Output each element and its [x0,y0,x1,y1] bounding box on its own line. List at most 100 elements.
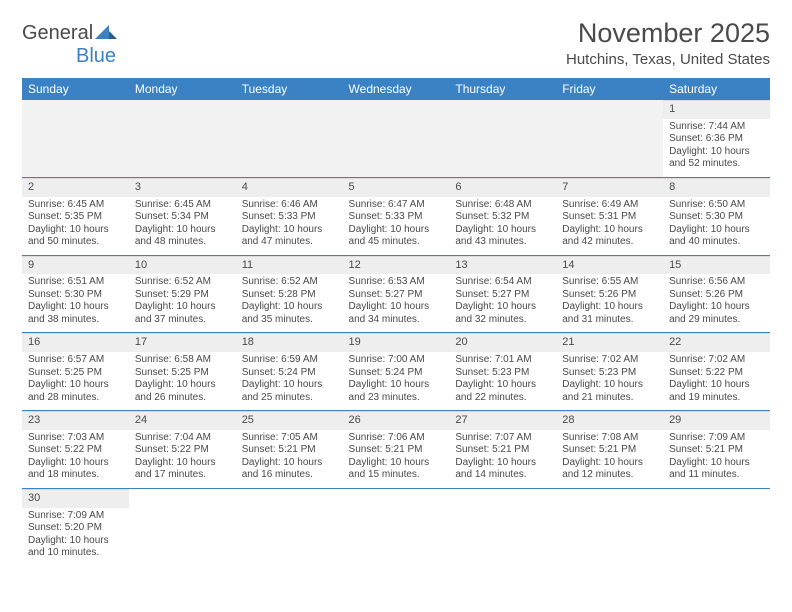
sunset-text: Sunset: 5:31 PM [562,211,657,224]
calendar-day-cell: 8Sunrise: 6:50 AMSunset: 5:30 PMDaylight… [663,177,770,255]
day-details: Sunrise: 6:52 AMSunset: 5:29 PMDaylight:… [129,274,236,332]
sunset-text: Sunset: 5:21 PM [349,444,444,457]
day-number: 1 [663,100,770,119]
day-number: 13 [449,256,556,275]
day-details: Sunrise: 6:48 AMSunset: 5:32 PMDaylight:… [449,197,556,255]
title-block: November 2025 Hutchins, Texas, United St… [566,18,770,68]
day-number: 4 [236,178,343,197]
day-details: Sunrise: 6:46 AMSunset: 5:33 PMDaylight:… [236,197,343,255]
calendar-week-row: 30Sunrise: 7:09 AMSunset: 5:20 PMDayligh… [22,488,770,565]
sunset-text: Sunset: 5:26 PM [562,289,657,302]
day-header: Friday [556,78,663,100]
sunset-text: Sunset: 5:24 PM [349,367,444,380]
sunrise-text: Sunrise: 7:09 AM [669,432,764,445]
calendar-day-cell: 17Sunrise: 6:58 AMSunset: 5:25 PMDayligh… [129,333,236,411]
day-header: Thursday [449,78,556,100]
sunrise-text: Sunrise: 6:56 AM [669,276,764,289]
sunrise-text: Sunrise: 7:06 AM [349,432,444,445]
day-number: 11 [236,256,343,275]
daylight-text: Daylight: 10 hours and 23 minutes. [349,379,444,404]
calendar-empty-cell [663,488,770,565]
day-header: Tuesday [236,78,343,100]
calendar-day-cell: 30Sunrise: 7:09 AMSunset: 5:20 PMDayligh… [22,488,129,565]
calendar-empty-cell [22,100,129,177]
sunrise-text: Sunrise: 7:04 AM [135,432,230,445]
sunset-text: Sunset: 5:20 PM [28,522,123,535]
day-details: Sunrise: 6:47 AMSunset: 5:33 PMDaylight:… [343,197,450,255]
day-number: 2 [22,178,129,197]
sunrise-text: Sunrise: 7:00 AM [349,354,444,367]
sunrise-text: Sunrise: 6:50 AM [669,199,764,212]
sunrise-text: Sunrise: 6:48 AM [455,199,550,212]
day-number: 6 [449,178,556,197]
day-number: 22 [663,333,770,352]
day-details: Sunrise: 7:07 AMSunset: 5:21 PMDaylight:… [449,430,556,488]
daylight-text: Daylight: 10 hours and 18 minutes. [28,457,123,482]
daylight-text: Daylight: 10 hours and 16 minutes. [242,457,337,482]
sunset-text: Sunset: 5:33 PM [349,211,444,224]
calendar-empty-cell [556,488,663,565]
daylight-text: Daylight: 10 hours and 10 minutes. [28,535,123,560]
sunrise-text: Sunrise: 6:58 AM [135,354,230,367]
calendar-day-cell: 29Sunrise: 7:09 AMSunset: 5:21 PMDayligh… [663,411,770,489]
daylight-text: Daylight: 10 hours and 14 minutes. [455,457,550,482]
sunset-text: Sunset: 5:27 PM [455,289,550,302]
daylight-text: Daylight: 10 hours and 25 minutes. [242,379,337,404]
day-number: 16 [22,333,129,352]
day-details: Sunrise: 6:54 AMSunset: 5:27 PMDaylight:… [449,274,556,332]
daylight-text: Daylight: 10 hours and 38 minutes. [28,301,123,326]
calendar-day-cell: 26Sunrise: 7:06 AMSunset: 5:21 PMDayligh… [343,411,450,489]
daylight-text: Daylight: 10 hours and 52 minutes. [669,146,764,171]
location-subtitle: Hutchins, Texas, United States [566,51,770,68]
day-details: Sunrise: 6:57 AMSunset: 5:25 PMDaylight:… [22,352,129,410]
day-details: Sunrise: 6:56 AMSunset: 5:26 PMDaylight:… [663,274,770,332]
calendar-day-cell: 15Sunrise: 6:56 AMSunset: 5:26 PMDayligh… [663,255,770,333]
sunrise-text: Sunrise: 6:53 AM [349,276,444,289]
daylight-text: Daylight: 10 hours and 35 minutes. [242,301,337,326]
day-number: 29 [663,411,770,430]
logo-sail-icon [95,22,117,45]
sunset-text: Sunset: 5:23 PM [562,367,657,380]
daylight-text: Daylight: 10 hours and 31 minutes. [562,301,657,326]
day-details: Sunrise: 7:08 AMSunset: 5:21 PMDaylight:… [556,430,663,488]
day-number: 25 [236,411,343,430]
calendar-day-cell: 14Sunrise: 6:55 AMSunset: 5:26 PMDayligh… [556,255,663,333]
calendar-day-cell: 28Sunrise: 7:08 AMSunset: 5:21 PMDayligh… [556,411,663,489]
day-details: Sunrise: 7:01 AMSunset: 5:23 PMDaylight:… [449,352,556,410]
sunrise-text: Sunrise: 7:01 AM [455,354,550,367]
calendar-day-cell: 19Sunrise: 7:00 AMSunset: 5:24 PMDayligh… [343,333,450,411]
calendar-empty-cell [343,488,450,565]
sunset-text: Sunset: 5:33 PM [242,211,337,224]
sunrise-text: Sunrise: 6:57 AM [28,354,123,367]
calendar-empty-cell [449,100,556,177]
daylight-text: Daylight: 10 hours and 47 minutes. [242,224,337,249]
sunrise-text: Sunrise: 7:08 AM [562,432,657,445]
day-details: Sunrise: 6:45 AMSunset: 5:35 PMDaylight:… [22,197,129,255]
day-details: Sunrise: 6:45 AMSunset: 5:34 PMDaylight:… [129,197,236,255]
day-details: Sunrise: 6:49 AMSunset: 5:31 PMDaylight:… [556,197,663,255]
sunset-text: Sunset: 5:34 PM [135,211,230,224]
calendar-empty-cell [236,100,343,177]
calendar-table: SundayMondayTuesdayWednesdayThursdayFrid… [22,78,770,566]
day-number: 21 [556,333,663,352]
sunset-text: Sunset: 5:21 PM [562,444,657,457]
calendar-week-row: 16Sunrise: 6:57 AMSunset: 5:25 PMDayligh… [22,333,770,411]
day-number: 8 [663,178,770,197]
day-details: Sunrise: 7:04 AMSunset: 5:22 PMDaylight:… [129,430,236,488]
sunrise-text: Sunrise: 6:52 AM [242,276,337,289]
day-number: 30 [22,489,129,508]
sunset-text: Sunset: 5:22 PM [669,367,764,380]
calendar-day-cell: 24Sunrise: 7:04 AMSunset: 5:22 PMDayligh… [129,411,236,489]
sunset-text: Sunset: 5:27 PM [349,289,444,302]
calendar-day-cell: 13Sunrise: 6:54 AMSunset: 5:27 PMDayligh… [449,255,556,333]
sunrise-text: Sunrise: 6:54 AM [455,276,550,289]
day-details: Sunrise: 7:05 AMSunset: 5:21 PMDaylight:… [236,430,343,488]
daylight-text: Daylight: 10 hours and 26 minutes. [135,379,230,404]
day-details: Sunrise: 7:02 AMSunset: 5:23 PMDaylight:… [556,352,663,410]
day-number: 28 [556,411,663,430]
day-number: 14 [556,256,663,275]
sunset-text: Sunset: 5:21 PM [455,444,550,457]
day-details: Sunrise: 6:50 AMSunset: 5:30 PMDaylight:… [663,197,770,255]
sunset-text: Sunset: 5:28 PM [242,289,337,302]
calendar-day-cell: 21Sunrise: 7:02 AMSunset: 5:23 PMDayligh… [556,333,663,411]
